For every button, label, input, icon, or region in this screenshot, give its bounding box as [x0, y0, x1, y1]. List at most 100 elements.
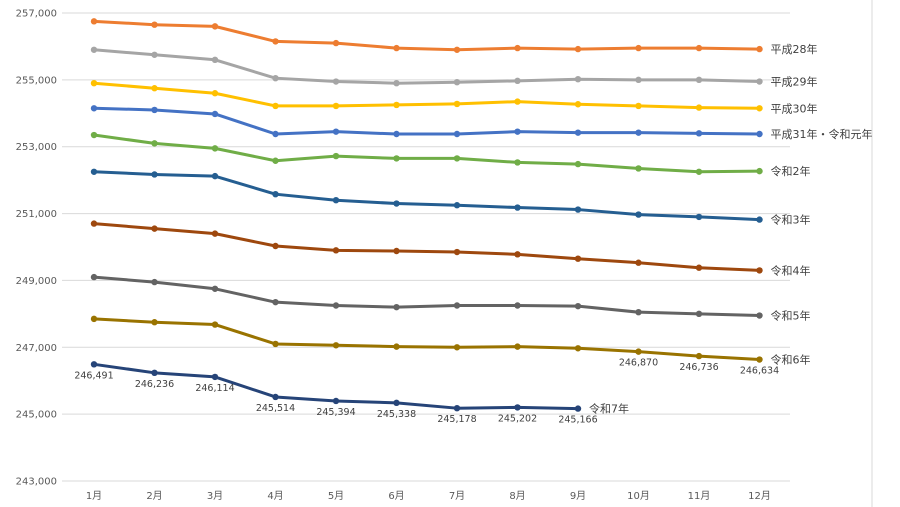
- series-label: 令和5年: [771, 309, 811, 323]
- x-axis: 1月 2月 3月 4月 5月 6月 7月 8月 9月 10月 11月 12月: [86, 490, 771, 502]
- y-tick-label: 251,000: [16, 209, 57, 220]
- series-line: [92, 19, 761, 52]
- data-point: [151, 51, 158, 58]
- data-point: [272, 74, 279, 82]
- data-point: [695, 168, 703, 175]
- data-point: [211, 321, 219, 328]
- x-tick-label: 5月: [328, 490, 344, 502]
- data-point: [393, 399, 400, 407]
- x-tick-label: 4月: [267, 490, 283, 502]
- data-point: [574, 75, 582, 83]
- data-point: [211, 145, 219, 152]
- data-point: [272, 157, 279, 164]
- data-point: [514, 77, 521, 85]
- data-point: [211, 56, 219, 63]
- data-point: [90, 361, 98, 368]
- data-point: [151, 319, 158, 326]
- series-label: 平成30年: [771, 101, 818, 115]
- data-point: [635, 348, 642, 355]
- data-point: [211, 90, 219, 97]
- data-point: [90, 105, 98, 112]
- data-point: [393, 130, 400, 138]
- data-point: [393, 101, 400, 109]
- x-tick-label: 11月: [688, 490, 711, 502]
- data-point: [514, 404, 521, 411]
- data-point: [90, 315, 98, 323]
- data-point: [635, 308, 642, 316]
- data-point: [574, 302, 582, 310]
- series-label: 平成29年: [771, 75, 818, 89]
- data-point: [453, 248, 461, 256]
- data-point: [453, 46, 461, 53]
- series-label: 令和7年: [589, 402, 629, 416]
- data-point: [695, 76, 703, 84]
- series-line: [92, 133, 761, 174]
- data-label: 246,236: [135, 379, 174, 390]
- series-line: [92, 222, 761, 272]
- data-point: [514, 128, 521, 135]
- y-tick-label: 257,000: [16, 9, 57, 20]
- data-point: [90, 46, 98, 53]
- series-label: 令和6年: [771, 353, 811, 367]
- data-point: [151, 278, 158, 286]
- data-point: [332, 128, 340, 135]
- data-point: [332, 39, 340, 47]
- data-point: [514, 343, 521, 350]
- data-point: [272, 190, 279, 198]
- series-line: [92, 170, 761, 222]
- x-tick-label: 1月: [86, 490, 102, 502]
- x-tick-label: 10月: [627, 490, 650, 502]
- data-point: [635, 211, 642, 218]
- data-point: [635, 129, 642, 136]
- data-point: [756, 267, 763, 274]
- data-point: [574, 129, 582, 136]
- data-point: [272, 130, 279, 138]
- data-point: [211, 172, 219, 180]
- data-label: 245,338: [377, 409, 416, 420]
- data-point: [332, 247, 340, 254]
- data-point: [695, 130, 703, 137]
- data-point: [453, 130, 461, 138]
- data-point: [272, 298, 279, 306]
- data-point: [151, 171, 158, 178]
- x-tick-label: 8月: [509, 490, 525, 502]
- data-point: [272, 393, 279, 401]
- data-point: [756, 105, 763, 112]
- y-tick-label: 247,000: [16, 343, 57, 354]
- data-point: [393, 343, 400, 350]
- data-point: [453, 302, 461, 309]
- data-point: [756, 45, 763, 53]
- data-point: [695, 352, 703, 360]
- data-point: [453, 344, 461, 351]
- series-line: [92, 48, 761, 85]
- data-point: [635, 259, 642, 266]
- data-point: [514, 98, 521, 105]
- data-label: 246,114: [195, 383, 234, 394]
- data-label: 245,394: [316, 407, 355, 418]
- data-label: 245,178: [437, 414, 476, 425]
- data-point: [635, 102, 642, 110]
- data-point: [393, 247, 400, 255]
- x-tick-label: 3月: [207, 490, 223, 502]
- data-point: [151, 106, 158, 114]
- data-point: [393, 303, 400, 311]
- data-label: 246,634: [740, 366, 779, 377]
- data-point: [514, 302, 521, 309]
- data-point: [393, 80, 400, 87]
- data-point: [453, 202, 461, 209]
- data-point: [151, 21, 158, 28]
- data-point: [332, 302, 340, 309]
- data-point: [211, 230, 219, 237]
- data-point: [151, 140, 158, 147]
- data-point: [332, 197, 340, 204]
- data-point: [272, 242, 279, 250]
- data-point: [332, 397, 340, 405]
- data-point: [635, 44, 642, 52]
- data-label: 245,514: [256, 403, 295, 414]
- data-point: [635, 165, 642, 172]
- data-point: [695, 310, 703, 318]
- data-point: [514, 251, 521, 258]
- y-tick-label: 249,000: [16, 276, 57, 287]
- series-label: 平成28年: [771, 42, 818, 56]
